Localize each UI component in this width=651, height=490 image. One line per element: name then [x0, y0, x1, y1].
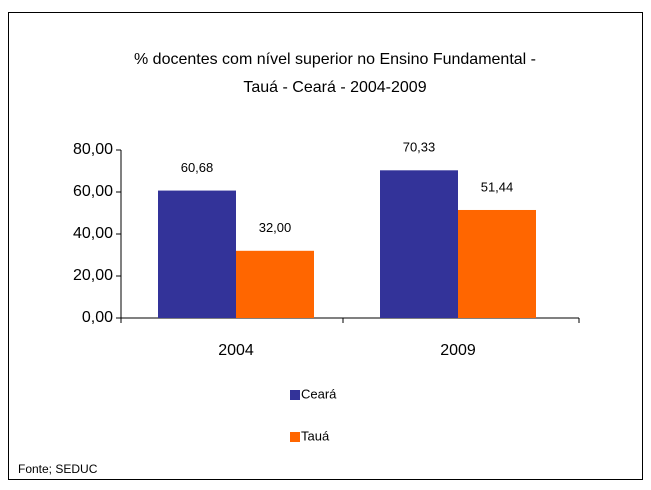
y-tick-label: 40,00 — [73, 225, 113, 242]
data-label: 60,68 — [181, 160, 214, 175]
chart-frame — [8, 12, 643, 480]
y-tick-label: 80,00 — [73, 141, 113, 158]
legend-label: Ceará — [301, 386, 337, 401]
legend-swatch — [290, 390, 300, 400]
bar — [380, 170, 458, 318]
bar — [458, 209, 536, 318]
data-label: 51,44 — [481, 179, 514, 194]
legend-label: Tauá — [301, 428, 330, 443]
y-tick-label: 0,00 — [82, 309, 113, 326]
data-label: 70,33 — [403, 140, 436, 155]
y-tick-label: 20,00 — [73, 267, 113, 284]
chart-title: % docentes com nível superior no Ensino … — [134, 51, 536, 68]
legend-swatch — [290, 432, 300, 442]
y-tick-label: 60,00 — [73, 183, 113, 200]
bar — [236, 250, 314, 318]
chart-title: Tauá - Ceará - 2004-2009 — [243, 79, 426, 96]
data-label: 32,00 — [259, 220, 292, 235]
bar — [158, 190, 236, 318]
x-tick-label: 2009 — [440, 342, 476, 359]
x-tick-label: 2004 — [218, 342, 254, 359]
source-note: Fonte; SEDUC — [18, 462, 98, 476]
